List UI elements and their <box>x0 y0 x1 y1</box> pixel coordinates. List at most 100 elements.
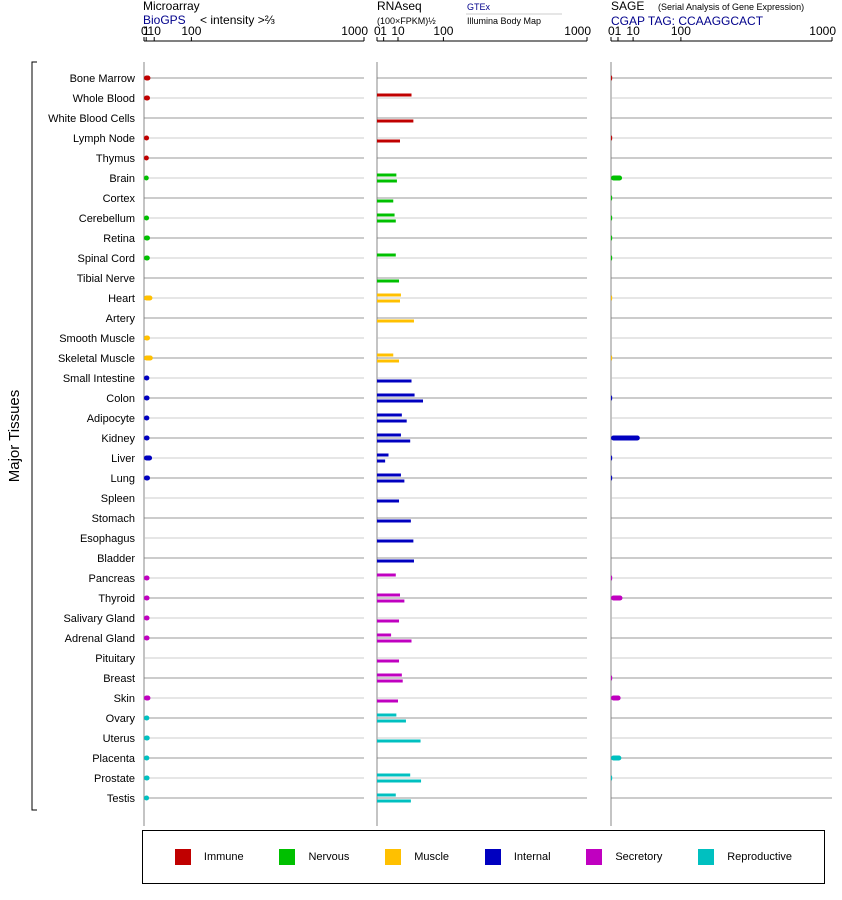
rnaseq-gtex-bar <box>377 93 412 97</box>
legend-swatch <box>279 849 296 865</box>
rnaseq-ibm-bar <box>377 219 396 223</box>
tissue-label: Cerebellum <box>79 213 135 225</box>
microarray-bar <box>144 395 150 401</box>
rnaseq-tick-label: 0 <box>374 24 381 38</box>
legend-swatch <box>698 849 715 865</box>
microarray-bar <box>144 735 150 741</box>
rnaseq-ibm-bar <box>377 499 400 503</box>
rnaseq-source-ibm: Illumina Body Map <box>467 16 541 26</box>
microarray-bar <box>144 615 150 621</box>
tissue-label: Artery <box>106 313 136 325</box>
legend-label: Muscle <box>414 851 450 863</box>
rnaseq-gtex-bar <box>377 413 402 417</box>
rnaseq-ibm-bar <box>377 319 414 323</box>
tissue-label: Pituitary <box>95 653 135 665</box>
microarray-bar <box>144 355 153 361</box>
microarray-source: BioGPS <box>143 13 186 27</box>
sage-bar <box>611 755 622 761</box>
legend-swatch <box>385 849 402 865</box>
tissue-label: Liver <box>111 453 135 465</box>
y-axis-title: Major Tissues <box>6 390 23 483</box>
legend-item-immune: Immune <box>174 849 244 865</box>
tissue-label: Pancreas <box>89 573 136 585</box>
tissue-label: Smooth Muscle <box>59 333 135 345</box>
tissue-label: Testis <box>107 793 136 805</box>
sage-bar <box>611 675 613 681</box>
legend-item-nervous: Nervous <box>279 849 349 865</box>
tissue-label: Skin <box>114 693 135 705</box>
sage-bar <box>611 175 623 181</box>
tissue-label: Breast <box>103 673 135 685</box>
rnaseq-gtex-bar <box>377 473 401 477</box>
tissue-label: Spinal Cord <box>78 253 135 265</box>
rnaseq-gtex-bar <box>377 293 401 297</box>
microarray-bar <box>144 435 150 441</box>
microarray-bar <box>144 75 151 81</box>
microarray-bar <box>144 635 150 641</box>
legend-label: Nervous <box>308 851 350 863</box>
legend-swatch <box>174 849 191 865</box>
microarray-tick-label: 1000 <box>341 24 368 38</box>
tissue-label: Prostate <box>94 773 135 785</box>
tissue-label: Thymus <box>96 153 136 165</box>
rnaseq-gtex-bar <box>377 433 401 437</box>
sage-bar <box>611 395 613 401</box>
legend-swatch <box>586 849 603 865</box>
tissue-label: Skeletal Muscle <box>58 353 135 365</box>
tissue-label: Lymph Node <box>73 133 135 145</box>
tissue-label: White Blood Cells <box>48 113 135 125</box>
rnaseq-ibm-bar <box>377 439 411 443</box>
tissue-label: Adrenal Gland <box>65 633 135 645</box>
rnaseq-ibm-bar <box>377 539 414 543</box>
rnaseq-source-gtex: GTEx <box>467 2 491 12</box>
sage-bar <box>611 235 613 241</box>
sage-tick-label: 1 <box>615 24 622 38</box>
tissue-label: Ovary <box>106 713 136 725</box>
tissue-label: Adipocyte <box>87 413 135 425</box>
rnaseq-gtex-bar <box>377 573 396 577</box>
microarray-bar <box>144 95 150 101</box>
rnaseq-tick-label: 1 <box>380 24 387 38</box>
rnaseq-ibm-bar <box>377 699 398 703</box>
rnaseq-gtex-bar <box>377 793 396 797</box>
microarray-tick-label: 10 <box>148 24 162 38</box>
tissue-label: Bladder <box>97 553 135 565</box>
microarray-bar <box>144 295 153 301</box>
rnaseq-ibm-bar <box>377 619 400 623</box>
sage-bar <box>611 575 613 581</box>
microarray-bar <box>144 255 150 261</box>
tissue-label: Bone Marrow <box>70 73 135 85</box>
legend-label: Internal <box>513 851 551 863</box>
microarray-bar <box>144 755 150 761</box>
microarray-bar <box>144 795 150 801</box>
rnaseq-ibm-bar <box>377 599 405 603</box>
legend-swatch <box>484 849 501 865</box>
rnaseq-ibm-bar <box>377 419 407 423</box>
microarray-bar <box>144 175 149 181</box>
tissue-label: Placenta <box>92 753 136 765</box>
rnaseq-tick-label: 100 <box>433 24 453 38</box>
tissue-label: Stomach <box>92 513 135 525</box>
legend: Immune Nervous Muscle Internal Secretory Repr… <box>142 830 825 884</box>
sage-tick-label: 1000 <box>809 24 836 38</box>
rnaseq-ibm-bar <box>377 679 403 683</box>
rnaseq-ibm-bar <box>377 379 412 383</box>
rnaseq-title: RNAseq <box>377 0 422 13</box>
tissue-label: Salivary Gland <box>63 613 135 625</box>
microarray-bar <box>144 215 150 221</box>
microarray-bar <box>144 575 150 581</box>
microarray-tick-label: 0 <box>141 24 148 38</box>
microarray-tick-label: 100 <box>181 24 201 38</box>
rnaseq-gtex-bar <box>377 673 402 677</box>
tissue-label: Cortex <box>103 193 136 205</box>
legend-item-internal: Internal <box>484 849 551 865</box>
rnaseq-ibm-bar <box>377 459 386 463</box>
y-axis-bracket <box>31 61 37 811</box>
sage-tick-label: 0 <box>608 24 615 38</box>
rnaseq-ibm-bar <box>377 199 394 203</box>
rnaseq-tick-label: 10 <box>391 24 405 38</box>
tissue-label: Brain <box>109 173 135 185</box>
microarray-bar <box>144 695 151 701</box>
tissue-label: Thyroid <box>98 593 135 605</box>
